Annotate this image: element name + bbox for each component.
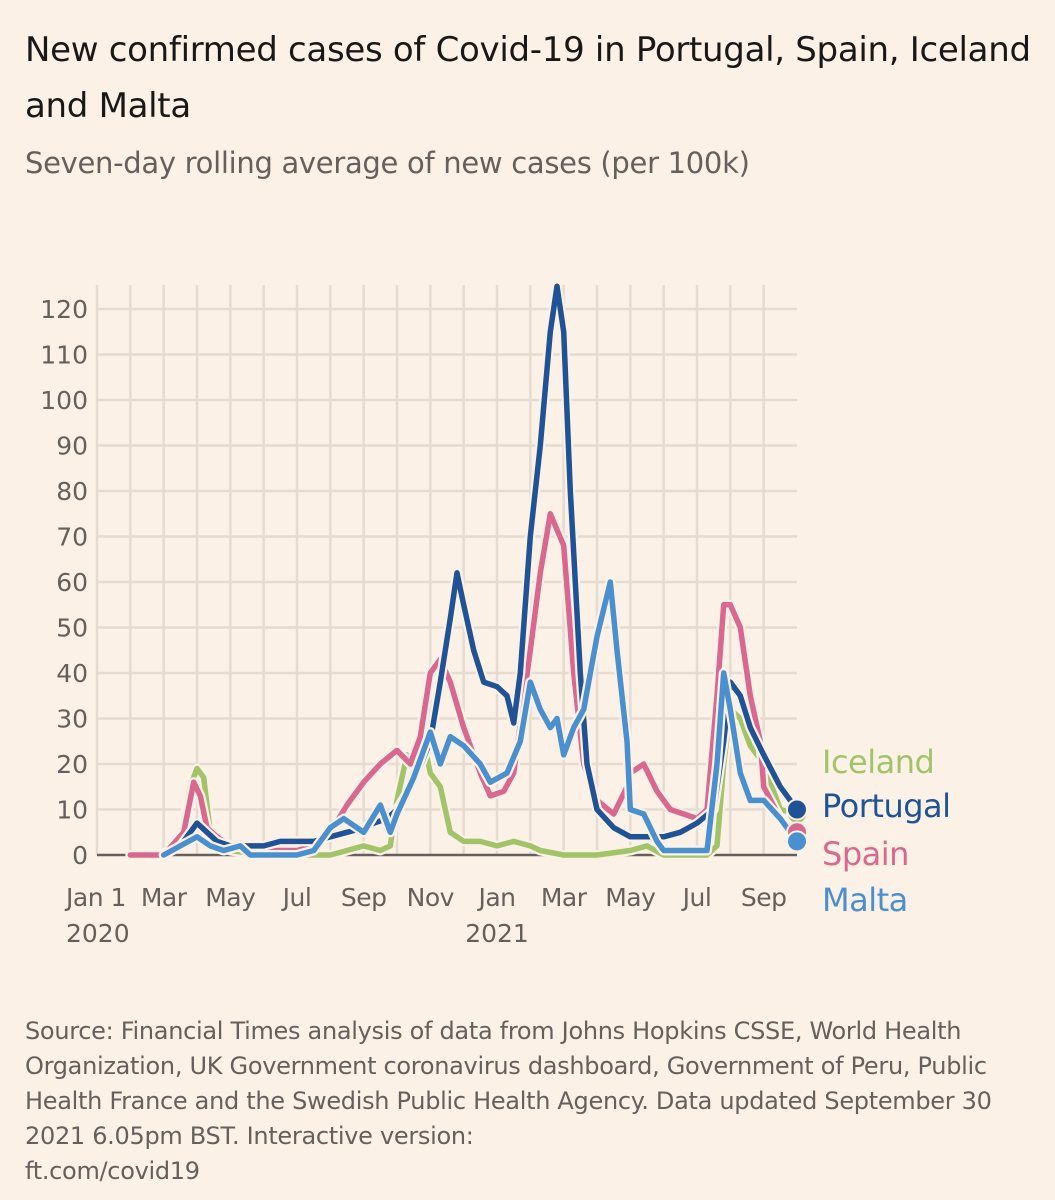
y-tick-label: 40: [56, 659, 88, 688]
y-tick-label: 110: [40, 341, 88, 370]
legend-label-iceland: Iceland: [822, 743, 934, 781]
x-tick-year-label: 2020: [66, 919, 130, 948]
interactive-link[interactable]: ft.com/covid19: [25, 1157, 200, 1185]
x-tick-year-label: 2021: [465, 919, 529, 948]
y-tick-label: 70: [56, 523, 88, 552]
series-end-dot-malta: [786, 830, 808, 853]
y-tick-label: 0: [72, 841, 88, 870]
y-tick-label: 100: [40, 386, 88, 415]
x-tick-label: Jul: [681, 883, 712, 912]
x-tick-label: May: [605, 883, 656, 912]
x-tick-label: Jan 1: [64, 883, 126, 912]
series-end-dot-portugal: [786, 798, 808, 821]
legend-label-malta: Malta: [822, 881, 908, 919]
x-tick-label: Mar: [541, 883, 588, 912]
chart-title: New confirmed cases of Covid-19 in Portu…: [25, 30, 1031, 126]
y-tick-label: 90: [56, 432, 88, 461]
x-tick-label: Nov: [407, 883, 455, 912]
y-tick-label: 80: [56, 477, 88, 506]
source-note: Source: Financial Times analysis of data…: [25, 1014, 1025, 1189]
x-tick-label: Sep: [341, 883, 387, 912]
y-tick-label: 30: [56, 705, 88, 734]
x-tick-label: Mar: [141, 883, 188, 912]
source-text: Source: Financial Times analysis of data…: [25, 1017, 987, 1115]
updated-text: Data updated September 30 2021 6.05pm BS…: [25, 1087, 992, 1150]
y-tick-label: 10: [56, 796, 88, 825]
chart-subtitle: Seven-day rolling average of new cases (…: [25, 146, 750, 180]
series-line-portugal: [160, 283, 800, 858]
series-line-malta: [160, 579, 800, 858]
line-chart: 0 10 20 30 40 50 60 70 80 90 100 110 120 Jan 1 2020 Mar…: [40, 283, 952, 948]
legend-label-spain: Spain: [822, 835, 909, 873]
y-tick-label: 120: [40, 295, 88, 324]
y-tick-label: 50: [56, 614, 88, 643]
y-tick-label: 20: [56, 750, 88, 779]
x-tick-label: Jan: [476, 883, 515, 912]
x-tick-label: Sep: [741, 883, 787, 912]
x-tick-label: May: [205, 883, 256, 912]
legend-label-portugal: Portugal: [822, 787, 951, 825]
y-tick-label: 60: [56, 568, 88, 597]
x-tick-label: Jul: [281, 883, 312, 912]
